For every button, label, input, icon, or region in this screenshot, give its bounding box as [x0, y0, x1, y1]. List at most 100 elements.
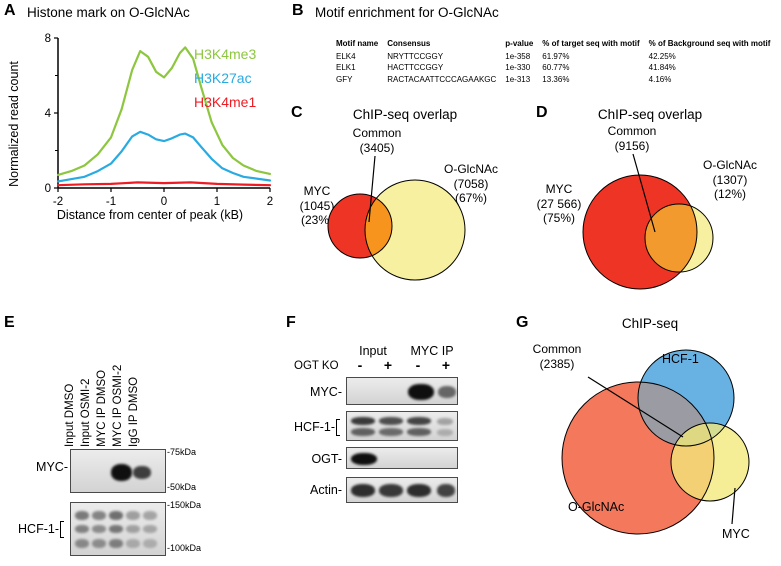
- cell: GFY: [336, 74, 353, 84]
- f-hcf1-bracket: [336, 419, 340, 436]
- cell: ELK1: [336, 63, 356, 73]
- lane-label-input-osmi2: Input OSMI-2: [80, 378, 92, 447]
- band: [438, 386, 456, 398]
- lane-label-igg-ip-dmso: IgG IP DMSO: [128, 376, 140, 447]
- myc-blot-label: MYC-: [36, 460, 68, 474]
- hcf1-label-text: HCF-1-: [18, 521, 59, 536]
- cell: ELK4: [336, 51, 356, 61]
- lane-label-myc-ip-osmi2: MYC IP OSMI-2: [112, 364, 124, 447]
- band: [437, 418, 453, 425]
- f-ogt-label: OGT-: [311, 452, 342, 466]
- panel-b-title: Motif enrichment for O-GlcNAc: [315, 5, 499, 20]
- venn-c-myc-label: MYC (1045) (23%): [288, 184, 346, 228]
- hcf1-blot-label: HCF-1-: [6, 521, 64, 538]
- col-consensus: Consensus: [387, 39, 431, 48]
- venn-g-hcf1-label: HCF-1: [662, 352, 699, 366]
- myc-outline: [670, 422, 750, 502]
- col-background-pct: % of Background seq with motif: [648, 39, 771, 48]
- band: [407, 428, 431, 436]
- band: [109, 511, 123, 520]
- svg-text:2: 2: [267, 196, 273, 208]
- cell: 60.77%: [542, 63, 570, 73]
- band: [407, 484, 431, 497]
- table-row: ELK4 NRYTTCCGGY 1e-358 61.97% 42.25%: [336, 51, 779, 63]
- panel-a-title: Histone mark on O-GlcNAc: [27, 5, 190, 20]
- band: [109, 539, 123, 548]
- f-hcf1-blot: [346, 411, 458, 441]
- y-axis-label: Normalized read count: [7, 61, 21, 187]
- panel-e-label: E: [4, 314, 15, 331]
- band: [75, 539, 89, 548]
- col-motif-name: Motif name: [336, 39, 379, 48]
- legend-h3k4me3: H3K4me3: [194, 46, 257, 62]
- lane-label-input-dmso: Input DMSO: [64, 383, 76, 447]
- svg-text:0: 0: [161, 196, 167, 208]
- marker-150kda: -150kDa: [167, 500, 202, 510]
- band: [92, 525, 106, 533]
- common-pointer-line: [368, 155, 376, 223]
- f-actin-label: Actin-: [310, 483, 342, 497]
- venn-g-common-label: Common (2385): [522, 342, 592, 371]
- common-pointer-line: [632, 153, 656, 233]
- panel-b-label: B: [292, 2, 304, 19]
- band: [408, 384, 434, 400]
- band: [92, 511, 106, 520]
- band: [437, 484, 455, 497]
- group-label-input: Input: [359, 344, 387, 358]
- motif-table: Motif name Consensus p-value % of target…: [336, 38, 779, 85]
- condition-minus-1: -: [357, 357, 363, 373]
- venn-d: [582, 153, 714, 290]
- band: [351, 417, 375, 425]
- venn-c: [327, 155, 466, 281]
- marker-50kda: -50kDa: [167, 482, 197, 492]
- common-line1: Common: [352, 126, 402, 140]
- panel-g-label: G: [516, 314, 529, 331]
- venn-c-common-label: Common (3405): [344, 126, 410, 155]
- oglcnac-line2: (7058): [453, 176, 489, 191]
- svg-text:-2: -2: [53, 196, 63, 208]
- venn-c-oglcnac-label: O-GlcNAc (7058) (67%): [436, 162, 506, 206]
- band: [143, 511, 157, 520]
- venn-g-oglcnac-label: O-GlcNAc: [568, 500, 625, 514]
- band: [437, 429, 453, 436]
- oglcnac-circle: [365, 180, 465, 280]
- band: [351, 484, 375, 497]
- common-line1: Common: [607, 124, 657, 138]
- band: [407, 417, 431, 425]
- common-line2: (9156): [614, 138, 650, 153]
- cell: 1e-330: [505, 63, 531, 73]
- cell: 41.84%: [648, 63, 676, 73]
- myc-line1: MYC: [303, 184, 331, 198]
- band: [75, 525, 89, 533]
- motif-table-header-row: Motif name Consensus p-value % of target…: [336, 38, 779, 51]
- chart-legend: H3K4me3 H3K27ac H3K4me1: [194, 42, 256, 114]
- svg-text:8: 8: [45, 33, 51, 45]
- marker-100kda: -100kDa: [167, 543, 202, 553]
- band: [133, 466, 151, 479]
- band: [92, 539, 106, 548]
- cell: 61.97%: [542, 51, 570, 61]
- band: [379, 484, 403, 497]
- venn-d-common-label: Common (9156): [600, 124, 664, 153]
- venn-d-oglcnac-label: O-GlcNAc (1307) (12%): [694, 158, 766, 202]
- svg-text:0: 0: [45, 183, 51, 195]
- x-axis-label: Distance from center of peak (kB): [56, 208, 244, 222]
- hcf1-bracket: [60, 521, 64, 538]
- myc-blot: [70, 449, 166, 493]
- hcf1-outline: [637, 349, 735, 447]
- lane-label-myc-ip-dmso: MYC IP DMSO: [96, 369, 108, 447]
- table-row: GFY RACTACAATTCCCAGAAKGC 1e-313 13.36% 4…: [336, 74, 779, 86]
- common-line2: (3405): [359, 140, 395, 155]
- venn-d-myc-label: MYC (27 566) (75%): [528, 182, 590, 226]
- panel-g-title: ChIP-seq: [621, 316, 679, 331]
- band: [75, 511, 89, 520]
- legend-h3k27ac: H3K27ac: [194, 70, 252, 87]
- cell: NRYTTCCGGY: [387, 51, 444, 61]
- myc-outline: [327, 193, 393, 259]
- condition-minus-2: -: [415, 357, 421, 373]
- band: [351, 453, 377, 465]
- svg-text:-1: -1: [106, 196, 116, 208]
- col-target-pct: % of target seq with motif: [542, 39, 640, 48]
- marker-75kda: -75kDa: [167, 447, 197, 457]
